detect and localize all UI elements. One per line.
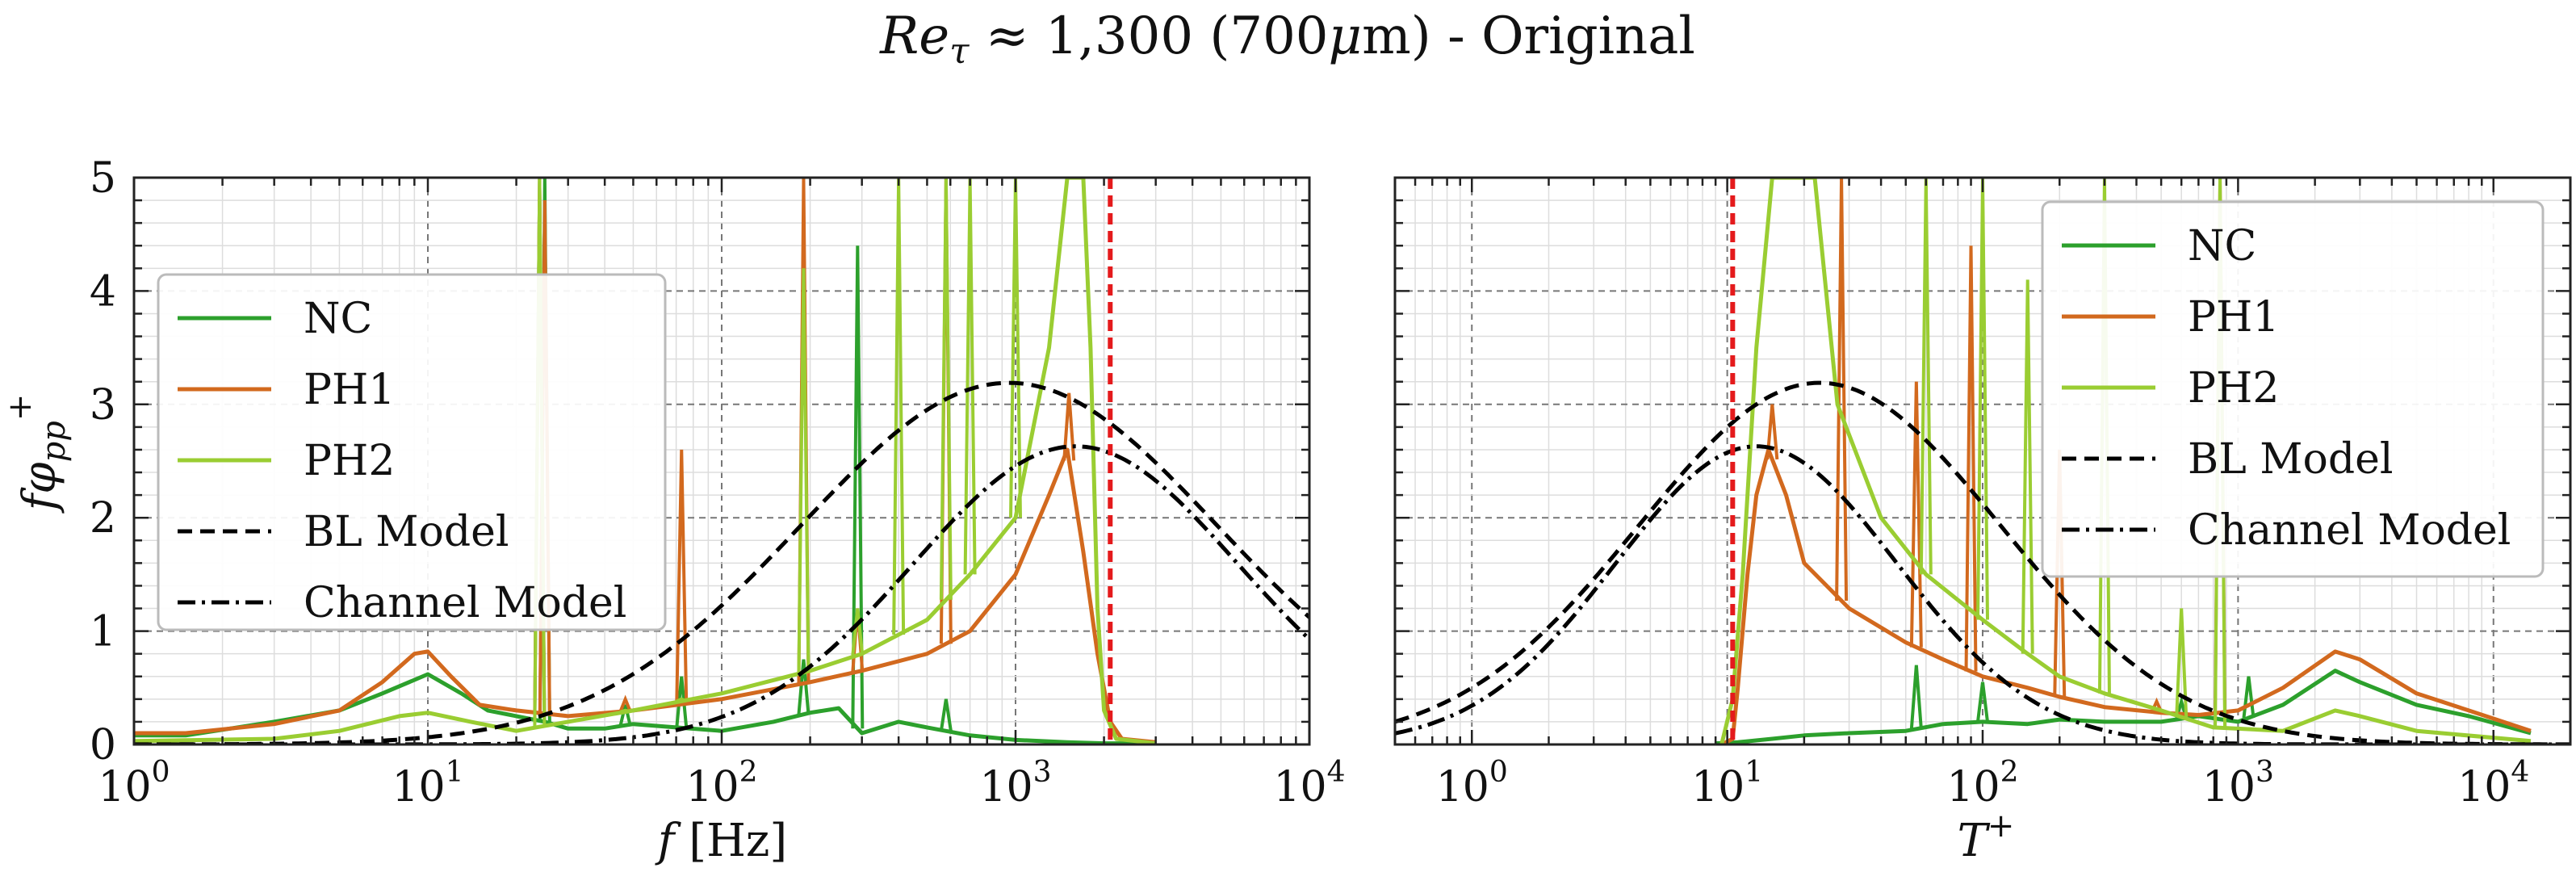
- title-approx: ≈ 1,300 (700: [970, 6, 1329, 66]
- right-xlabel-var: T: [1958, 815, 1991, 867]
- left-series-ph1: [134, 447, 1156, 744]
- right-spike-ph2: [1976, 178, 1989, 620]
- left-spike-nc: [797, 659, 810, 715]
- left-legend: NC PH1 PH2 BL Model Channel Model: [157, 273, 667, 631]
- right-legend: NC PH1 PH2 BL Model Channel Model: [2041, 200, 2545, 578]
- right-legend-box: [2041, 200, 2545, 578]
- left-spike-ph2: [797, 268, 810, 673]
- left-xlabel-unit: [Hz]: [674, 815, 787, 867]
- right-spike-ph1: [1766, 404, 1779, 460]
- left-legend-box: [157, 273, 667, 631]
- right-x-tick-label: 103: [2202, 756, 2274, 811]
- left-spike-ph1: [618, 694, 632, 712]
- right-x-tick-label: 100: [1436, 756, 1508, 811]
- left-y-tick-label: 1: [90, 608, 116, 656]
- right-spike-ph1: [1909, 381, 1923, 648]
- left-legend-label-channel-model: Channel Model: [304, 579, 626, 627]
- right-spike-nc: [1909, 665, 1923, 729]
- left-legend-label-ph1: PH1: [304, 366, 395, 414]
- right-legend-label-channel-model: Channel Model: [2188, 506, 2511, 555]
- left-spike-nc: [675, 676, 689, 728]
- right-series-channel-model: [1395, 444, 2570, 744]
- left-y-tick-label: 4: [90, 267, 116, 316]
- right-legend-label-bl-model: BL Model: [2188, 435, 2394, 484]
- title-tau: τ: [949, 31, 970, 72]
- right-spike-ph1: [1835, 178, 1849, 601]
- right-plot-frame: [1393, 176, 2572, 746]
- left-spike-nc: [939, 698, 953, 732]
- figure-title: Reτ ≈ 1,300 (700μm) - Original: [879, 6, 1695, 72]
- left-legend-label-bl-model: BL Model: [304, 508, 509, 556]
- left-ylabel-plus: +: [2, 394, 39, 421]
- left-spike-ph2: [851, 608, 865, 656]
- left-y-tick-label: 2: [90, 494, 116, 543]
- left-x-tick-label: 102: [685, 756, 757, 811]
- right-spike-nc: [2242, 676, 2256, 719]
- left-spike-ph1: [1062, 392, 1076, 461]
- title-mu: μ: [1329, 6, 1363, 66]
- left-x-tick-label: 101: [392, 756, 463, 811]
- left-spike-ph2: [676, 697, 688, 703]
- left-y-axis-label: fφpp+: [2, 394, 73, 514]
- left-legend-label-nc: NC: [304, 295, 372, 343]
- right-legend-label-nc: NC: [2188, 222, 2256, 270]
- left-series: [134, 178, 1309, 744]
- left-x-axis-label: f [Hz]: [655, 815, 788, 867]
- left-ylabel-phi: φ: [14, 462, 66, 493]
- left-spike-nc: [851, 245, 865, 729]
- left-series-bl-model: [134, 380, 1309, 744]
- left-chart: 100 101 102 103 104 0 1 2 3 4 5 f [Hz] fφpp+ NC PH1…: [2, 154, 1346, 867]
- left-series-nc: [134, 672, 1156, 744]
- right-x-tick-label: 102: [1946, 756, 2018, 811]
- left-x-tick-label: 100: [98, 756, 170, 811]
- left-spike-ph2: [1009, 178, 1022, 518]
- left-x-tick-label: 104: [1273, 756, 1345, 811]
- right-spike-ph2: [2175, 608, 2189, 718]
- right-x-tick-label: 104: [2457, 756, 2529, 811]
- right-spike-ph1: [1964, 245, 1978, 672]
- title-tail: m) - Original: [1362, 6, 1695, 66]
- right-series-nc: [1715, 669, 2532, 744]
- left-spike-nc: [618, 704, 632, 726]
- left-y-tick-label: 3: [90, 381, 116, 430]
- left-spike-ph1: [675, 449, 689, 705]
- right-legend-label-ph1: PH1: [2188, 293, 2279, 342]
- right-xlabel-sup: +: [1987, 807, 2015, 845]
- left-plot-frame: [132, 176, 1311, 746]
- left-spike-ph2: [939, 178, 953, 600]
- left-y-tick-label: 5: [90, 154, 116, 203]
- left-x-tick-label: 103: [979, 756, 1051, 811]
- left-spike-ph2: [963, 178, 977, 575]
- right-tick-labels: 100 101 102 103 104: [1436, 756, 2530, 811]
- left-ylabel-pp: pp: [36, 421, 73, 462]
- right-x-axis-label: T+: [1958, 807, 2015, 867]
- right-chart: 100 101 102 103 104 T+ NC PH1 PH2 BL Model Chann…: [1393, 176, 2572, 867]
- left-spike-ph2: [892, 178, 906, 635]
- right-x-tick-label: 101: [1691, 756, 1763, 811]
- left-y-tick-label: 0: [90, 721, 116, 769]
- right-series-ph2: [1719, 178, 2532, 744]
- title-re: Re: [879, 6, 949, 66]
- right-legend-label-ph2: PH2: [2188, 364, 2279, 413]
- right-spike-ph2: [2021, 279, 2034, 654]
- right-spike-nc: [1976, 681, 1989, 723]
- left-tick-labels: 100 101 102 103 104 0 1 2 3 4 5: [90, 154, 1346, 811]
- left-spike-ph2: [620, 708, 631, 714]
- left-series-channel-model: [134, 444, 1309, 744]
- left-legend-label-ph2: PH2: [304, 437, 395, 485]
